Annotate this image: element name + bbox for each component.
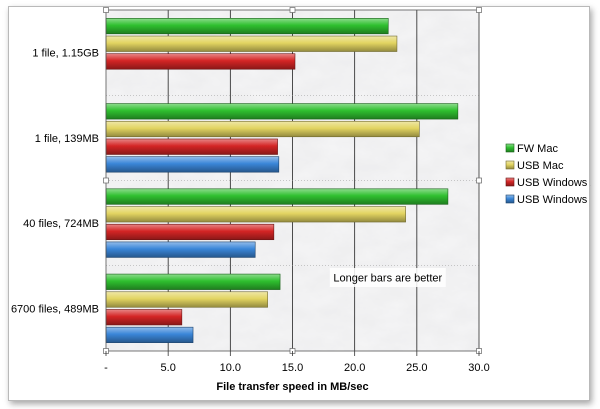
x-tick-label: 30.0 [468, 362, 489, 374]
bar-usb-windows-2-3 [105, 309, 183, 326]
bar-usb-mac-2 [105, 206, 406, 223]
category-label: 1 file, 139MB [35, 133, 99, 145]
x-tick-label: - [104, 362, 108, 374]
annotation: Longer bars are better [329, 268, 446, 287]
bar-usb-mac-0 [105, 35, 398, 52]
chart-figure: 1 file, 1.15GB 1 file, 139MB 40 files, 724… [8, 6, 591, 401]
bar-usb-mac-1 [105, 120, 420, 138]
legend-label: USB Mac [517, 160, 564, 172]
legend-swatch [505, 177, 515, 187]
annotation-text: Longer bars are better [333, 273, 442, 285]
bar-usb-windows-2-0 [105, 53, 296, 70]
bar-usb-mac-3 [105, 291, 268, 308]
x-tick-label: 15.0 [282, 362, 303, 374]
legend-label: FW Mac [517, 143, 558, 155]
legend: FW Mac USB Mac USB Windows 2 USB Windows 1 [505, 143, 591, 206]
category-labels: 1 file, 1.15GB 1 file, 139MB 40 files, 724… [11, 48, 99, 316]
x-tick-label: 25.0 [406, 362, 427, 374]
x-tick-labels: - 5.0 10.0 15.0 20.0 25.0 30.0 [104, 362, 490, 374]
bar-fw-mac-0 [105, 18, 389, 35]
category-label: 6700 files, 489MB [11, 303, 99, 315]
bars [105, 18, 459, 343]
frame-handle [289, 7, 296, 13]
x-tick-label: 10.0 [220, 362, 241, 374]
bar-fw-mac-3 [105, 273, 281, 290]
legend-label: USB Windows 2 [517, 177, 591, 189]
legend-swatch [505, 194, 515, 204]
x-tick-label: 5.0 [161, 362, 176, 374]
axes [103, 7, 482, 356]
legend-label: USB Windows 1 [517, 194, 591, 206]
bar-usb-windows-2-2 [105, 223, 275, 241]
frame-handle [476, 177, 482, 184]
category-label: 40 files, 724MB [23, 218, 99, 230]
annotation-box [329, 268, 446, 287]
x-axis-title: File transfer speed in MB/sec [216, 381, 368, 393]
bar-fw-mac-1 [105, 103, 459, 120]
bar-usb-windows-2-1 [105, 138, 278, 155]
bar-chart: 1 file, 1.15GB 1 file, 139MB 40 files, 724… [11, 7, 591, 393]
category-label: 1 file, 1.15GB [32, 48, 99, 60]
bar-fw-mac-2 [105, 188, 449, 205]
bar-usb-windows-1-2 [105, 241, 256, 258]
frame-handle [103, 177, 109, 184]
frame-handle [103, 7, 109, 13]
bar-usb-windows-1-1 [105, 156, 280, 173]
x-tick-label: 20.0 [344, 362, 365, 374]
legend-swatch [505, 143, 515, 153]
bar-usb-windows-1-3 [105, 326, 194, 343]
legend-swatch [505, 160, 515, 170]
frame-handle [476, 7, 482, 13]
